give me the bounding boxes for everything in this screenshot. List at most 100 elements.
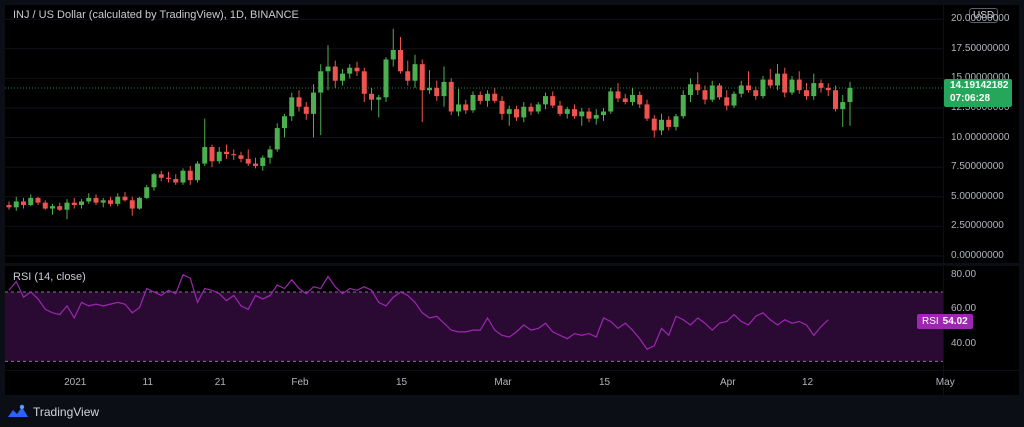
candle-body [550, 96, 556, 106]
candle-body [13, 201, 19, 208]
time-tick-label: 15 [598, 377, 611, 388]
candle-body [405, 71, 411, 81]
price-tick-label: 10.00000000 [951, 131, 1010, 143]
candle-body [332, 66, 338, 81]
price-tick-label: 20.00000000 [951, 13, 1010, 25]
time-tick-label: 21 [214, 377, 226, 388]
candle-body [238, 155, 244, 159]
candle-body [347, 67, 353, 74]
time-tick-label: 15 [395, 377, 408, 388]
candle-body [659, 119, 664, 131]
candle-body [42, 202, 48, 209]
candle-body [361, 71, 367, 94]
candle-body [456, 104, 461, 112]
candle-body [760, 79, 766, 97]
candle-body [383, 59, 389, 98]
candlestick-series [6, 28, 853, 220]
candle-body [6, 205, 12, 208]
currency-badge[interactable]: USD [969, 8, 999, 23]
candle-body [847, 87, 853, 103]
bar-countdown: 07:06:28 [950, 93, 991, 104]
candle-body [209, 147, 215, 162]
candle-body [64, 202, 70, 210]
time-axis[interactable] [5, 371, 943, 395]
price-axis[interactable] [944, 5, 1019, 263]
candle-body [434, 87, 440, 97]
candle-body [325, 66, 331, 72]
candle-body [28, 197, 34, 206]
candle-body [789, 79, 795, 93]
candle-body [122, 196, 128, 201]
price-chart-title: INJ / US Dollar (calculated by TradingVi… [13, 9, 299, 21]
candle-body [245, 158, 251, 164]
candle-body [586, 111, 592, 119]
candle-body [564, 109, 570, 114]
price-pane[interactable] [5, 5, 943, 263]
candle-body [804, 90, 809, 97]
candle-body [216, 151, 222, 162]
candle-body [709, 85, 715, 100]
time-tick-label: 11 [142, 377, 153, 388]
candle-body [738, 85, 744, 94]
rsi-tag-value: 54.02 [942, 316, 968, 327]
candle-body [630, 94, 635, 103]
candle-body [115, 196, 121, 204]
price-tick-label: 17.50000000 [951, 42, 1010, 54]
candle-body [137, 197, 142, 209]
candle-body [470, 94, 476, 111]
candle-body [702, 90, 708, 100]
candle-body [753, 90, 759, 97]
candle-body [427, 87, 432, 91]
candle-body [93, 197, 99, 203]
candle-body [354, 67, 360, 72]
candle-body [811, 83, 817, 97]
candle-body [746, 85, 751, 91]
candle-body [86, 197, 92, 202]
candle-body [731, 93, 737, 106]
candle-body [296, 97, 302, 107]
candle-body [825, 87, 831, 91]
candle-body [644, 104, 650, 119]
candle-body [673, 116, 679, 127]
candle-body [129, 200, 135, 209]
candle-body [100, 200, 106, 203]
price-tick-label: 2.50000000 [951, 220, 1004, 232]
rsi-band-fill [5, 292, 943, 362]
candle-body [579, 111, 585, 117]
candle-body [666, 119, 672, 127]
candle-body [35, 197, 41, 203]
candle-body [173, 178, 179, 183]
candle-body [318, 71, 324, 93]
candle-body [543, 96, 548, 105]
time-tick-label: 2021 [64, 377, 87, 388]
candle-body [651, 118, 657, 131]
candle-body [311, 92, 316, 114]
candle-body [767, 79, 773, 86]
rsi-tick-label: 40.00 [951, 338, 977, 349]
candle-body [622, 98, 628, 103]
candle-body [267, 149, 273, 158]
rsi-tag-name: RSI [922, 316, 939, 327]
candle-body [71, 202, 77, 206]
candle-body [514, 109, 519, 118]
candle-body [782, 73, 788, 93]
candle-body [57, 206, 63, 210]
candle-body [289, 97, 295, 117]
rsi-tick-label: 60.00 [951, 303, 977, 315]
candle-body [833, 90, 838, 110]
candle-body [557, 105, 563, 114]
price-tick-label: 5.00000000 [951, 190, 1004, 202]
candle-body [419, 64, 425, 91]
rsi-line [8, 273, 829, 350]
candle-body [492, 93, 498, 101]
candle-body [376, 97, 382, 100]
candle-body [282, 116, 287, 129]
candle-body [477, 94, 483, 101]
candle-body [441, 81, 447, 97]
candle-body [463, 104, 469, 111]
candle-body [535, 104, 541, 112]
candle-body [158, 174, 164, 178]
candle-body [448, 81, 454, 112]
tradingview-brand[interactable]: TradingView [7, 403, 99, 421]
